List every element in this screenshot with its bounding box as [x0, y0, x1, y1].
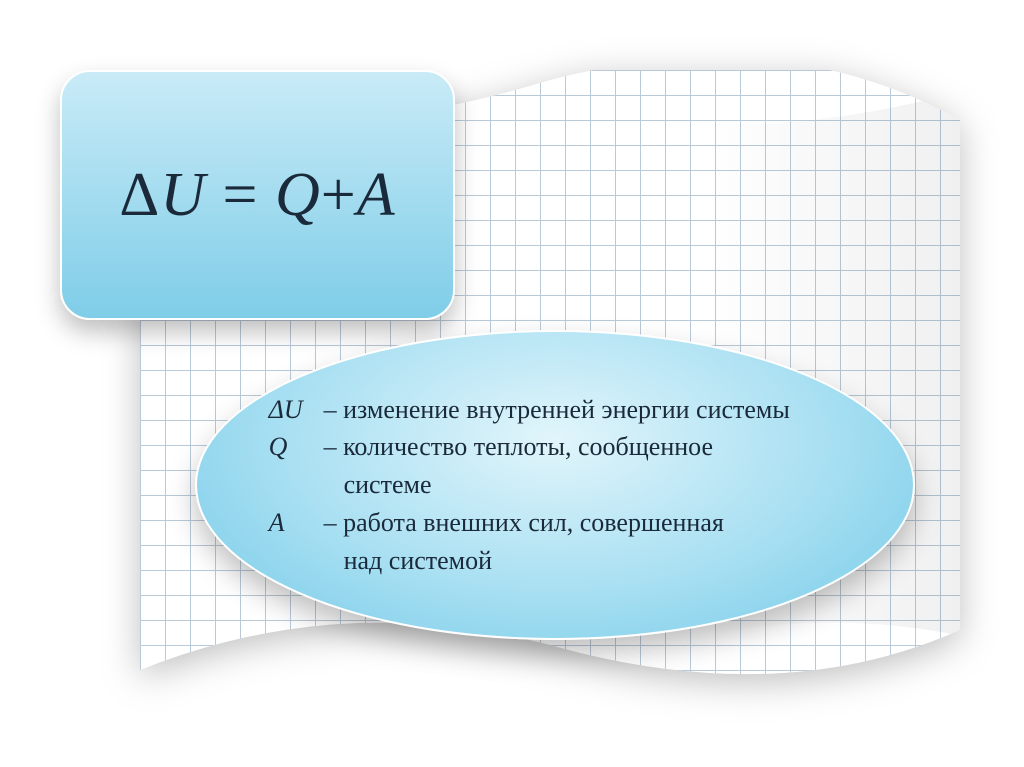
formula-eq: =	[206, 161, 275, 229]
legend-def-0: – изменение внутренней энергии системы	[324, 391, 790, 429]
legend-symbol-2: A	[269, 504, 324, 542]
legend-row-2: A – работа внешних сил, совершенная	[269, 504, 842, 542]
legend-def-2: – работа внешних сил, совершенная	[324, 504, 724, 542]
legend-cont-2: над системой	[269, 542, 842, 580]
formula-rhs1: Q	[275, 161, 321, 229]
formula-plus: +	[321, 161, 357, 229]
legend-symbol-0: ΔU	[269, 391, 324, 429]
legend-ellipse: ΔU – изменение внутренней энергии систем…	[195, 330, 915, 640]
formula-lhs-var: U	[160, 161, 206, 229]
legend-row-0: ΔU – изменение внутренней энергии систем…	[269, 391, 842, 429]
legend-symbol-1: Q	[269, 428, 324, 466]
formula-delta: Δ	[119, 161, 160, 229]
formula-card: ΔU = Q+A	[60, 70, 455, 320]
legend-content: ΔU – изменение внутренней энергии систем…	[269, 391, 842, 579]
legend-cont-1: системе	[269, 466, 842, 504]
legend-row-1: Q – количество теплоты, сообщенное	[269, 428, 842, 466]
formula-rhs2: A	[357, 161, 396, 229]
legend-def-1: – количество теплоты, сообщенное	[324, 428, 713, 466]
formula-equation: ΔU = Q+A	[119, 160, 395, 231]
